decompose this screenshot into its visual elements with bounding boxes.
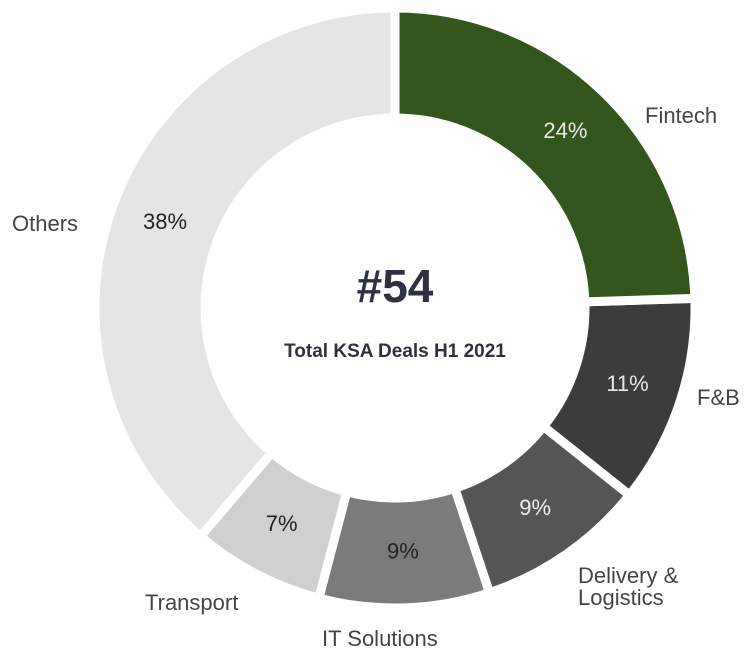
donut-segment — [449, 420, 636, 599]
category-label: IT Solutions — [322, 626, 438, 651]
category-label: Fintech — [645, 103, 718, 128]
value-label: 38% — [143, 209, 187, 234]
donut-segment — [537, 293, 700, 502]
category-label: F&B — [697, 385, 740, 410]
category-label: Delivery & Logistics — [578, 563, 679, 610]
category-label: Others — [12, 211, 79, 236]
donut-segment — [194, 446, 353, 604]
donut-segment — [390, 3, 700, 307]
value-label: 11% — [606, 371, 648, 396]
center-subtitle: Total KSA Deals H1 2021 — [284, 341, 506, 362]
value-label: 9% — [387, 539, 419, 564]
donut-segment — [313, 482, 496, 613]
value-label: 7% — [266, 511, 298, 536]
value-label: 24% — [543, 118, 587, 143]
category-label: Transport — [145, 590, 239, 615]
value-label: 9% — [519, 495, 551, 520]
donut-segment — [90, 3, 400, 543]
center-title: #54 — [357, 260, 434, 312]
